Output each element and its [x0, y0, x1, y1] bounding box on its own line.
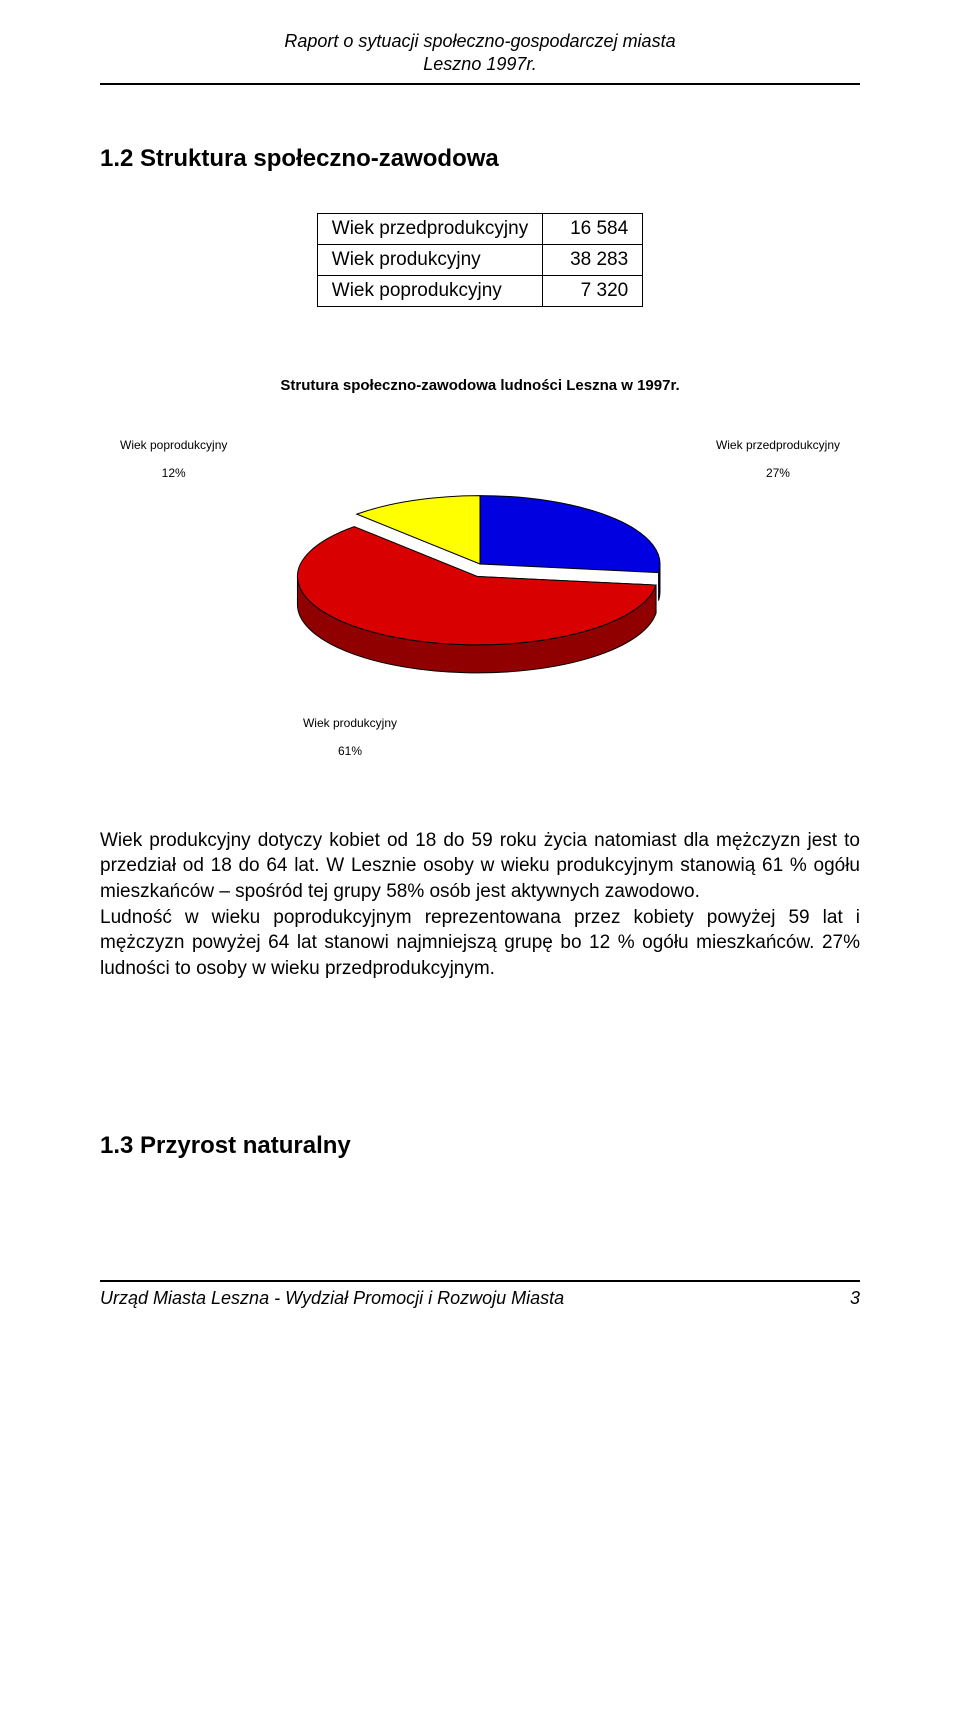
chart-label-poprodukcyjny: Wiek poprodukcyjny 12% [120, 424, 227, 480]
table-cell-label: Wiek produkcyjny [317, 244, 542, 275]
footer-rule [100, 1280, 860, 1282]
table-cell-value: 16 584 [543, 213, 643, 244]
body-paragraph: Wiek produkcyjny dotyczy kobiet od 18 do… [100, 828, 860, 982]
chart-label-produkcyjny: Wiek produkcyjny 61% [120, 702, 840, 758]
footer-left: Urząd Miasta Leszna - Wydział Promocji i… [100, 1288, 564, 1309]
pie-chart: Wiek poprodukcyjny 12% Wiek przedprodukc… [120, 424, 840, 758]
table-row: Wiek poprodukcyjny 7 320 [317, 275, 642, 306]
table-cell-label: Wiek poprodukcyjny [317, 275, 542, 306]
section-2-heading: 1.3 Przyrost naturalny [100, 1132, 860, 1160]
age-group-table: Wiek przedprodukcyjny 16 584 Wiek produk… [317, 213, 643, 307]
header-line-2: Leszno 1997r. [423, 54, 536, 74]
header-rule [100, 83, 860, 85]
table-row: Wiek produkcyjny 38 283 [317, 244, 642, 275]
footer-page-number: 3 [850, 1288, 860, 1309]
header-line-1: Raport o sytuacji społeczno-gospodarczej… [284, 31, 675, 51]
pie-chart-svg [230, 484, 730, 684]
table-row: Wiek przedprodukcyjny 16 584 [317, 213, 642, 244]
chart-title: Strutura społeczno-zawodowa ludności Les… [100, 377, 860, 394]
page-header: Raport o sytuacji społeczno-gospodarczej… [100, 30, 860, 77]
chart-label-przedprodukcyjny: Wiek przedprodukcyjny 27% [716, 424, 840, 480]
table-cell-value: 38 283 [543, 244, 643, 275]
table-cell-value: 7 320 [543, 275, 643, 306]
page-footer: Urząd Miasta Leszna - Wydział Promocji i… [100, 1288, 860, 1309]
section-1-heading: 1.2 Struktura społeczno-zawodowa [100, 145, 860, 173]
table-cell-label: Wiek przedprodukcyjny [317, 213, 542, 244]
